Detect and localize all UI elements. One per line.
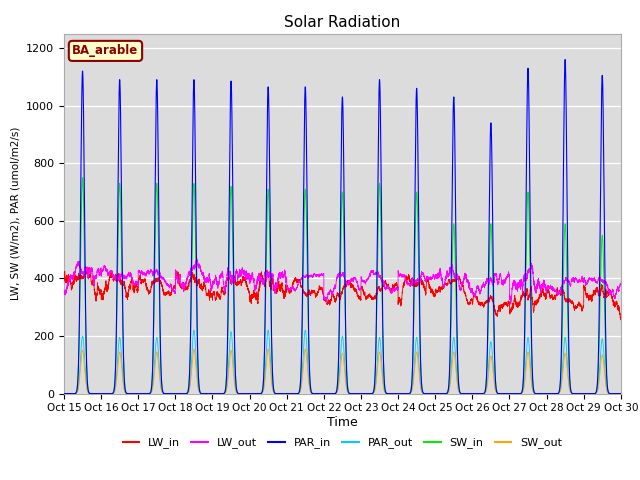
PAR_in bbox=[493, 390, 501, 396]
PAR_out bbox=[190, 327, 198, 333]
LW_in bbox=[494, 312, 502, 317]
SW_out bbox=[190, 346, 198, 352]
PAR_out bbox=[89, 391, 97, 396]
PAR_in bbox=[515, 391, 523, 396]
PAR_out bbox=[617, 391, 625, 396]
LW_in bbox=[479, 301, 486, 307]
PAR_in bbox=[508, 391, 515, 396]
LW_out bbox=[494, 281, 502, 287]
PAR_in bbox=[89, 391, 97, 396]
SW_out bbox=[617, 391, 625, 396]
LW_out bbox=[415, 279, 423, 285]
LW_out bbox=[60, 288, 68, 294]
SW_out bbox=[415, 375, 423, 381]
SW_in bbox=[515, 391, 523, 396]
LW_in bbox=[508, 305, 515, 311]
Line: SW_in: SW_in bbox=[64, 178, 621, 394]
SW_in bbox=[617, 391, 625, 396]
Line: SW_out: SW_out bbox=[64, 349, 621, 394]
SW_in bbox=[415, 313, 423, 319]
Line: LW_out: LW_out bbox=[64, 259, 621, 304]
SW_in bbox=[79, 175, 86, 180]
Legend: LW_in, LW_out, PAR_in, PAR_out, SW_in, SW_out: LW_in, LW_out, PAR_in, PAR_out, SW_in, S… bbox=[118, 433, 566, 453]
LW_out bbox=[507, 301, 515, 307]
LW_out bbox=[515, 283, 523, 289]
SW_out bbox=[508, 391, 515, 396]
LW_in bbox=[82, 264, 90, 270]
SW_in bbox=[508, 391, 515, 396]
LW_in bbox=[90, 274, 97, 279]
LW_out bbox=[479, 282, 486, 288]
SW_out bbox=[515, 391, 523, 396]
Line: PAR_out: PAR_out bbox=[64, 330, 621, 394]
PAR_in bbox=[617, 391, 625, 396]
SW_in bbox=[60, 391, 68, 396]
Line: LW_in: LW_in bbox=[64, 267, 621, 320]
Line: PAR_in: PAR_in bbox=[64, 60, 621, 394]
PAR_out bbox=[515, 391, 523, 396]
PAR_out bbox=[508, 391, 515, 396]
PAR_out bbox=[60, 391, 68, 396]
LW_out bbox=[508, 295, 515, 300]
PAR_in bbox=[60, 391, 68, 396]
Title: Solar Radiation: Solar Radiation bbox=[284, 15, 401, 30]
PAR_out bbox=[494, 391, 502, 396]
SW_in bbox=[90, 391, 97, 396]
LW_in bbox=[617, 317, 625, 323]
SW_out bbox=[479, 391, 486, 396]
PAR_in bbox=[479, 391, 486, 396]
Text: BA_arable: BA_arable bbox=[72, 44, 139, 58]
LW_out bbox=[89, 273, 97, 278]
SW_out bbox=[89, 391, 97, 396]
SW_out bbox=[60, 391, 68, 396]
LW_out bbox=[617, 281, 625, 287]
LW_in bbox=[515, 301, 523, 307]
Y-axis label: LW, SW (W/m2), PAR (umol/m2/s): LW, SW (W/m2), PAR (umol/m2/s) bbox=[11, 127, 20, 300]
PAR_out bbox=[479, 391, 486, 396]
PAR_in bbox=[415, 293, 423, 299]
PAR_out bbox=[415, 369, 423, 375]
SW_in bbox=[479, 391, 486, 396]
SW_in bbox=[494, 390, 502, 396]
X-axis label: Time: Time bbox=[327, 416, 358, 429]
LW_in bbox=[617, 316, 625, 322]
PAR_in bbox=[561, 57, 569, 62]
LW_out bbox=[193, 256, 201, 262]
LW_in bbox=[60, 276, 68, 282]
LW_in bbox=[415, 281, 423, 287]
SW_out bbox=[494, 391, 502, 396]
